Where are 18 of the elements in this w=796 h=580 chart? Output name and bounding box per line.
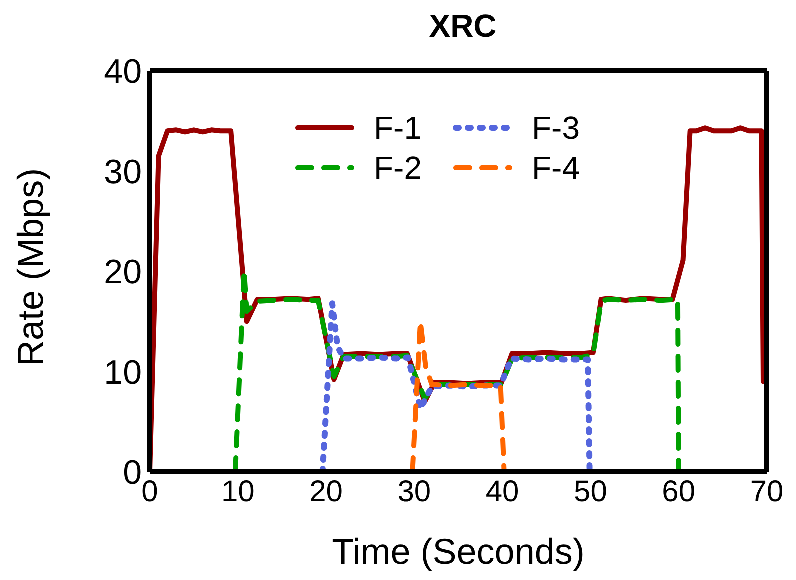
legend-label: F-4 (532, 150, 580, 186)
legend-label: F-1 (374, 110, 422, 146)
y-tick-label: 10 (104, 354, 142, 392)
y-tick-label: 40 (104, 53, 142, 92)
x-tick-label: 60 (662, 475, 696, 508)
x-tick-label: 40 (486, 475, 520, 508)
x-tick-label: 10 (221, 475, 255, 508)
x-tick-label: 30 (398, 475, 432, 508)
x-axis-title: Time (Seconds) (332, 531, 585, 572)
chart-title: XRC (428, 8, 498, 45)
y-tick-label: 30 (104, 153, 142, 192)
y-tick-label: 20 (104, 254, 142, 292)
x-tick-label: 50 (574, 475, 608, 508)
legend-label: F-3 (532, 110, 580, 146)
x-tick-label: 20 (310, 475, 343, 508)
legend-label: F-2 (374, 150, 422, 186)
y-axis-title: Rate (Mbps) (10, 168, 51, 366)
x-tick-label: 70 (750, 475, 784, 508)
